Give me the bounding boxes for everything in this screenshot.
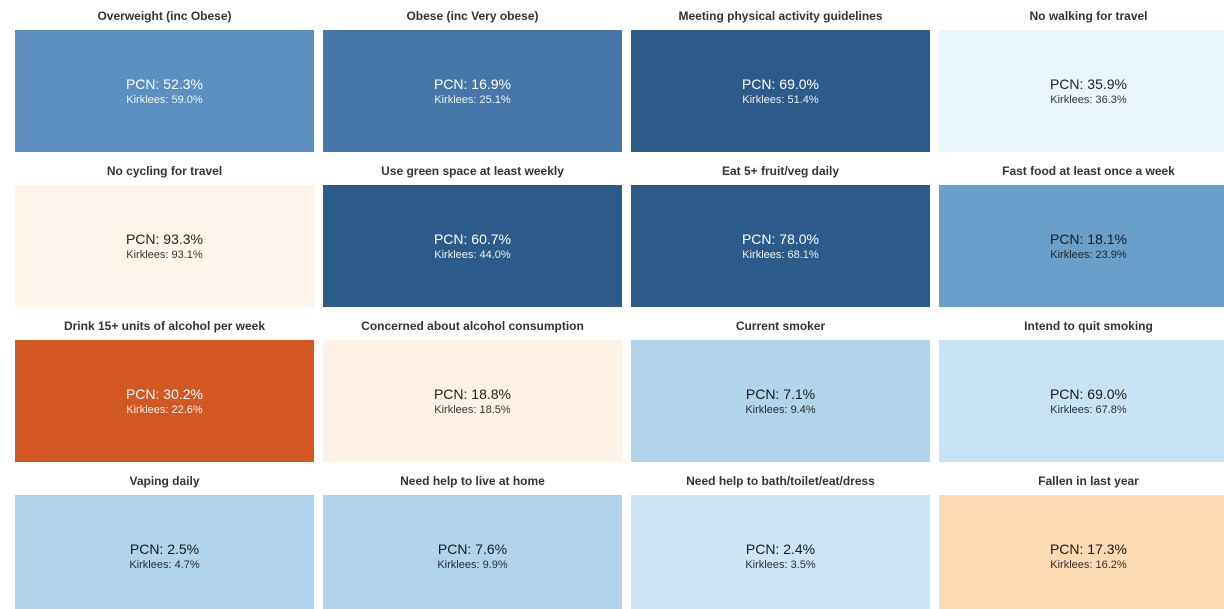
pcn-value: PCN: 78.0% <box>741 230 820 247</box>
kirklees-value: Kirklees: 36.3% <box>1050 93 1127 106</box>
pcn-value: PCN: 69.0% <box>1049 385 1128 402</box>
tile-title: Concerned about alcohol consumption <box>361 319 584 333</box>
kirklees-value: Kirklees: 68.1% <box>742 248 819 261</box>
kirklees-value: Kirklees: 51.4% <box>742 93 819 106</box>
kirklees-value: Kirklees: 4.7% <box>129 558 200 571</box>
tile-title: Drink 15+ units of alcohol per week <box>63 319 266 333</box>
kirklees-value: Kirklees: 25.1% <box>434 93 511 106</box>
tile-cell: Need help to live at home PCN: 7.6% Kirkle… <box>323 469 622 609</box>
kirklees-value: Kirklees: 23.9% <box>1050 248 1127 261</box>
tile-cell: Overweight (inc Obese) PCN: 52.3% Kirklees… <box>15 4 314 152</box>
tile: PCN: 17.3% Kirklees: 16.2% <box>939 495 1224 609</box>
tile: PCN: 18.8% Kirklees: 18.5% <box>323 340 622 462</box>
tile-cell: Concerned about alcohol consumption PCN: … <box>323 314 622 462</box>
tile: PCN: 78.0% Kirklees: 68.1% <box>631 185 930 307</box>
tile-cell: No walking for travel PCN: 35.9% Kirklees:… <box>939 4 1224 152</box>
tile: PCN: 16.9% Kirklees: 25.1% <box>323 30 622 152</box>
tile-title: Need help to bath/toilet/eat/dress <box>686 474 875 488</box>
kirklees-value: Kirklees: 16.2% <box>1050 558 1127 571</box>
pcn-value: PCN: 7.6% <box>437 540 508 557</box>
kirklees-value: Kirklees: 3.5% <box>745 558 816 571</box>
tile-title: Vaping daily <box>129 474 200 488</box>
pcn-value: PCN: 93.3% <box>125 230 204 247</box>
tile-cell: Drink 15+ units of alcohol per week PCN: … <box>15 314 314 462</box>
tile-title: Fallen in last year <box>1038 474 1139 488</box>
pcn-value: PCN: 60.7% <box>433 230 512 247</box>
tile-cell: Use green space at least weekly PCN: 60.7… <box>323 159 622 307</box>
tile-title: Use green space at least weekly <box>381 164 564 178</box>
kirklees-value: Kirklees: 9.4% <box>745 403 816 416</box>
pcn-value: PCN: 18.8% <box>433 385 512 402</box>
kirklees-value: Kirklees: 93.1% <box>126 248 203 261</box>
tile-title: Need help to live at home <box>400 474 545 488</box>
tile: PCN: 18.1% Kirklees: 23.9% <box>939 185 1224 307</box>
tile: PCN: 2.5% Kirklees: 4.7% <box>15 495 314 609</box>
tile-title: No walking for travel <box>1029 9 1148 23</box>
tile: PCN: 7.6% Kirklees: 9.9% <box>323 495 622 609</box>
tile-cell: No cycling for travel PCN: 93.3% Kirklees:… <box>15 159 314 307</box>
pcn-value: PCN: 52.3% <box>125 75 204 92</box>
tile-title: Obese (inc Very obese) <box>406 9 539 23</box>
tile-cell: Vaping daily PCN: 2.5% Kirklees: 4.7% <box>15 469 314 609</box>
pcn-value: PCN: 16.9% <box>433 75 512 92</box>
pcn-value: PCN: 7.1% <box>745 385 816 402</box>
pcn-value: PCN: 69.0% <box>741 75 820 92</box>
tile-cell: Meeting physical activity guidelines PCN:… <box>631 4 930 152</box>
pcn-value: PCN: 2.5% <box>129 540 200 557</box>
tile-title: Meeting physical activity guidelines <box>678 9 883 23</box>
tile-cell: Obese (inc Very obese) PCN: 16.9% Kirklees… <box>323 4 622 152</box>
tile-title: Current smoker <box>735 319 826 333</box>
kirklees-value: Kirklees: 67.8% <box>1050 403 1127 416</box>
tile: PCN: 35.9% Kirklees: 36.3% <box>939 30 1224 152</box>
pcn-value: PCN: 17.3% <box>1049 540 1128 557</box>
tile: PCN: 7.1% Kirklees: 9.4% <box>631 340 930 462</box>
tile-title: No cycling for travel <box>106 164 223 178</box>
kirklees-value: Kirklees: 18.5% <box>434 403 511 416</box>
kirklees-value: Kirklees: 59.0% <box>126 93 203 106</box>
tile-cell: Fallen in last year PCN: 17.3% Kirklees: 1… <box>939 469 1224 609</box>
tile: PCN: 60.7% Kirklees: 44.0% <box>323 185 622 307</box>
pcn-value: PCN: 35.9% <box>1049 75 1128 92</box>
tile: PCN: 69.0% Kirklees: 51.4% <box>631 30 930 152</box>
kirklees-value: Kirklees: 44.0% <box>434 248 511 261</box>
tile-cell: Eat 5+ fruit/veg daily PCN: 78.0% Kirklees… <box>631 159 930 307</box>
pcn-value: PCN: 18.1% <box>1049 230 1128 247</box>
tile: PCN: 2.4% Kirklees: 3.5% <box>631 495 930 609</box>
pcn-value: PCN: 2.4% <box>745 540 816 557</box>
tile-cell: Current smoker PCN: 7.1% Kirklees: 9.4% <box>631 314 930 462</box>
tile-title: Intend to quit smoking <box>1024 319 1153 333</box>
tile: PCN: 30.2% Kirklees: 22.6% <box>15 340 314 462</box>
tile-title: Fast food at least once a week <box>1002 164 1175 178</box>
tile-title: Overweight (inc Obese) <box>97 9 232 23</box>
tile: PCN: 69.0% Kirklees: 67.8% <box>939 340 1224 462</box>
tile: PCN: 52.3% Kirklees: 59.0% <box>15 30 314 152</box>
tile: PCN: 93.3% Kirklees: 93.1% <box>15 185 314 307</box>
tile-cell: Fast food at least once a week PCN: 18.1%… <box>939 159 1224 307</box>
tile-cell: Need help to bath/toilet/eat/dress PCN: 2… <box>631 469 930 609</box>
tile-title: Eat 5+ fruit/veg daily <box>721 164 840 178</box>
kirklees-value: Kirklees: 9.9% <box>437 558 508 571</box>
tile-cell: Intend to quit smoking PCN: 69.0% Kirklees… <box>939 314 1224 462</box>
kirklees-value: Kirklees: 22.6% <box>126 403 203 416</box>
pcn-value: PCN: 30.2% <box>125 385 204 402</box>
